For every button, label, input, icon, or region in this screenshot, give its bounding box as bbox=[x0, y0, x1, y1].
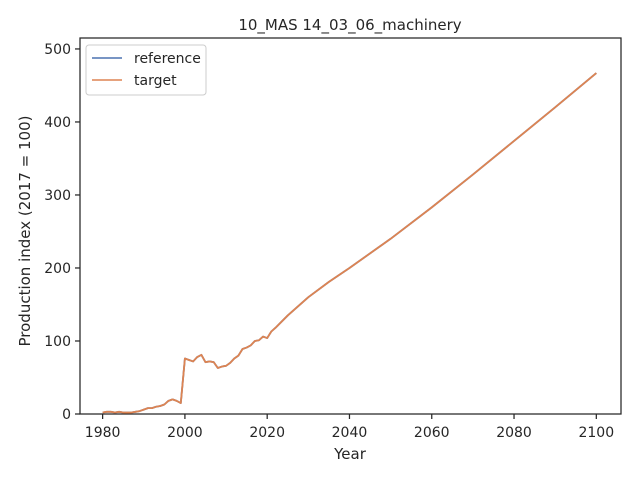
chart-title: 10_MAS 14_03_06_machinery bbox=[238, 16, 461, 35]
x-axis: 1980 2000 2020 2040 2060 2080 2100 bbox=[85, 414, 614, 441]
x-tick-label: 2000 bbox=[167, 425, 203, 441]
y-axis-label: Production index (2017 = 100) bbox=[16, 116, 34, 347]
legend-label-target: target bbox=[134, 73, 177, 89]
y-tick-label: 500 bbox=[44, 42, 71, 58]
plot-frame bbox=[79, 37, 622, 415]
legend: reference target bbox=[85, 44, 207, 96]
y-axis: 0 100 200 300 400 500 bbox=[44, 42, 80, 423]
plot-area bbox=[79, 37, 622, 415]
y-tick-label: 0 bbox=[62, 407, 71, 423]
series-lines bbox=[102, 72, 597, 414]
x-tick-label: 1980 bbox=[85, 425, 121, 441]
legend-label-reference: reference bbox=[134, 51, 201, 67]
y-tick-label: 100 bbox=[44, 334, 71, 350]
x-tick-label: 2020 bbox=[249, 425, 285, 441]
x-tick-label: 2040 bbox=[332, 425, 368, 441]
y-tick-label: 200 bbox=[44, 261, 71, 277]
series-line-reference bbox=[102, 72, 597, 414]
y-tick-label: 300 bbox=[44, 188, 71, 204]
series-line-target bbox=[102, 72, 597, 414]
x-tick-label: 2060 bbox=[414, 425, 450, 441]
x-tick-label: 2080 bbox=[496, 425, 532, 441]
x-tick-label: 2100 bbox=[578, 425, 614, 441]
x-axis-label: Year bbox=[333, 445, 367, 463]
y-tick-label: 400 bbox=[44, 115, 71, 131]
